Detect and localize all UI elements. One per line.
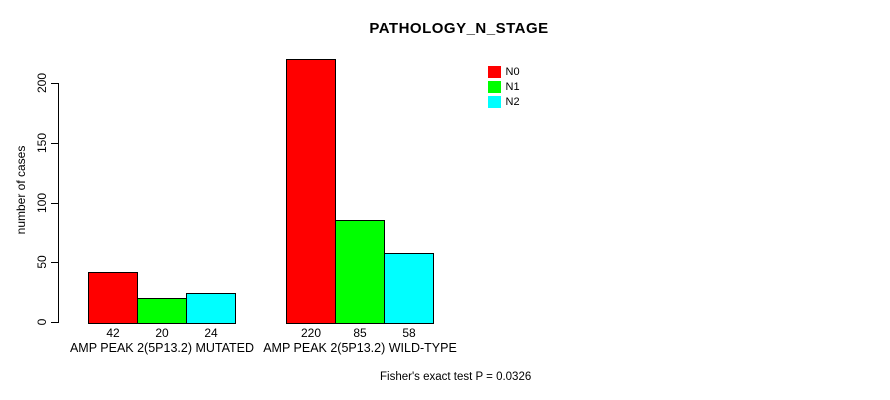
y-tick-label: 200	[35, 72, 49, 94]
y-tick-label: 0	[35, 318, 49, 326]
category-label: AMP PEAK 2(5P13.2) WILD-TYPE	[263, 341, 457, 355]
bar-n2-group2	[384, 253, 434, 324]
bar-n1-group1	[137, 298, 187, 324]
legend-swatch-n1	[488, 81, 501, 93]
y-tick-label: 50	[35, 255, 49, 269]
legend-row: N2	[488, 96, 520, 108]
bar-value-label: 24	[204, 326, 218, 340]
y-tick-mark	[51, 322, 58, 323]
bar-value-label: 20	[155, 326, 169, 340]
legend-label: N2	[505, 96, 520, 108]
y-tick-label: 150	[35, 132, 49, 154]
bar-value-label: 85	[353, 326, 367, 340]
category-label: AMP PEAK 2(5P13.2) MUTATED	[69, 341, 255, 355]
bar-value-label: 220	[300, 326, 322, 340]
y-tick-mark	[51, 203, 58, 204]
bar-n2-group1	[186, 293, 236, 324]
legend-swatch-n0	[488, 66, 501, 78]
y-axis-line	[58, 83, 59, 323]
annotation-text: Fisher's exact test P = 0.0326	[380, 371, 532, 383]
legend-label: N0	[505, 66, 520, 78]
y-tick-mark	[51, 143, 58, 144]
legend-label: N1	[505, 81, 520, 93]
legend-swatch-n2	[488, 96, 501, 108]
y-tick-mark	[51, 262, 58, 263]
bar-value-label: 58	[402, 326, 416, 340]
y-tick-mark	[51, 83, 58, 84]
bar-n1-group2	[335, 220, 385, 324]
bar-n0-group2	[286, 59, 336, 324]
legend-row: N0	[488, 66, 520, 78]
y-tick-label: 100	[35, 192, 49, 214]
bar-n0-group1	[88, 272, 138, 324]
legend-row: N1	[488, 81, 520, 93]
bar-value-label: 42	[106, 326, 120, 340]
legend: N0 N1 N2	[488, 66, 520, 111]
chart-title: PATHOLOGY_N_STAGE	[369, 20, 549, 37]
